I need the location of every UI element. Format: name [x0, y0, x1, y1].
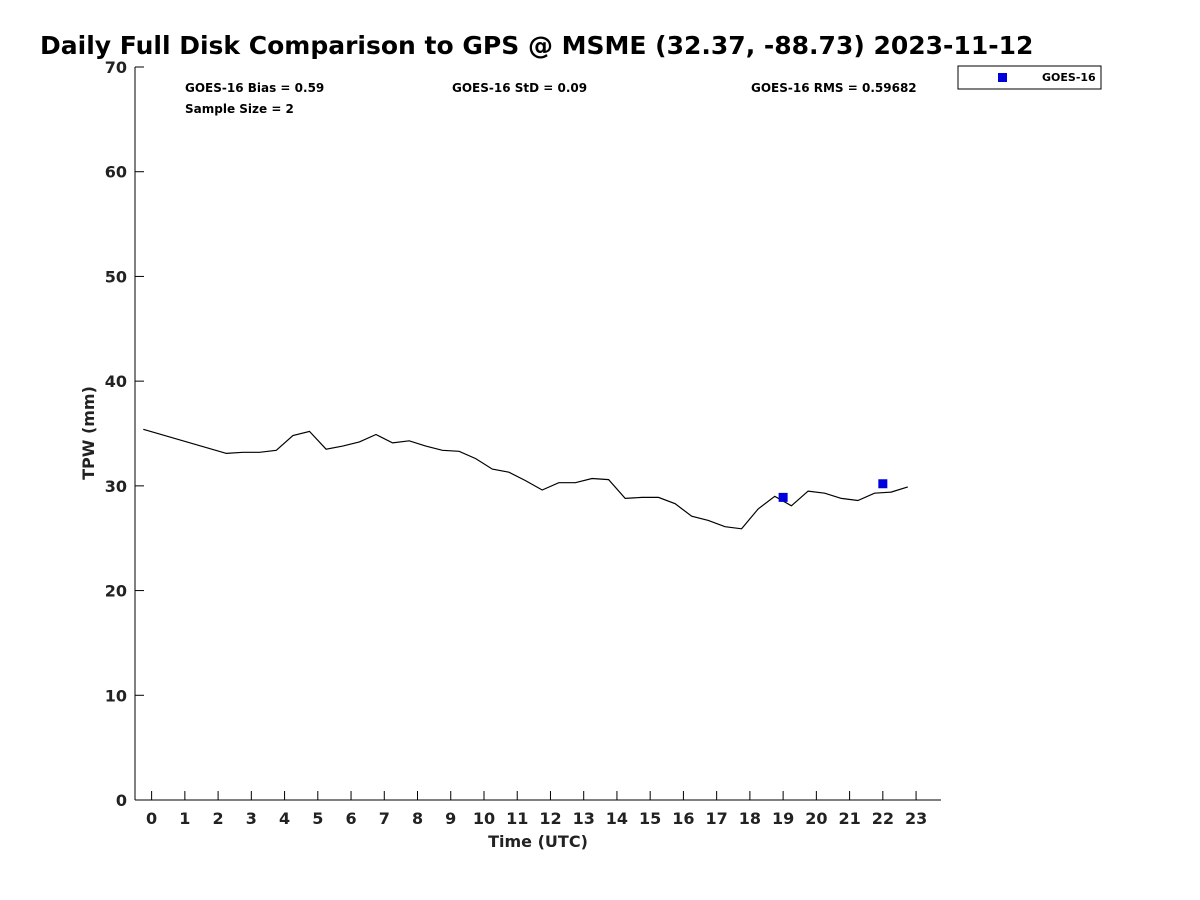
sample-size-stat: Sample Size = 2: [185, 102, 294, 116]
x-tick-label: 10: [473, 809, 495, 828]
x-tick-label: 18: [739, 809, 761, 828]
y-tick-label: 10: [105, 686, 127, 705]
legend: GOES-16: [957, 65, 1102, 90]
x-tick-label: 8: [412, 809, 423, 828]
y-tick-label: 40: [105, 372, 127, 391]
series-layer: [143, 428, 908, 530]
y-tick-label: 60: [105, 163, 127, 182]
x-tick-label: 16: [672, 809, 694, 828]
y-tick-label: 0: [116, 791, 127, 810]
x-axis-ticks: 0 1 2 3 4 5 6 7 8 9 10 11 12 13 14 15 16 17 18 19 20 21 22 23: [146, 791, 927, 828]
x-tick-label: 19: [772, 809, 794, 828]
x-tick-label: 9: [445, 809, 456, 828]
std-stat: GOES-16 StD = 0.09: [452, 81, 587, 95]
y-tick-label: 70: [105, 58, 127, 77]
x-tick-label: 4: [279, 809, 290, 828]
x-tick-label: 17: [706, 809, 728, 828]
y-tick-label: 50: [105, 267, 127, 286]
y-tick-label: 20: [105, 582, 127, 601]
goes16-point: [878, 479, 888, 489]
x-tick-label: 0: [146, 809, 157, 828]
x-tick-label: 23: [905, 809, 927, 828]
y-axis-ticks: 0 10 20 30 40 50 60 70: [105, 58, 144, 810]
x-tick-label: 6: [345, 809, 356, 828]
y-tick-label: 30: [105, 477, 127, 496]
bias-stat: GOES-16 Bias = 0.59: [185, 81, 324, 95]
x-tick-label: 22: [872, 809, 894, 828]
x-tick-label: 15: [639, 809, 661, 828]
plot-axes: [134, 67, 941, 801]
x-tick-label: 12: [539, 809, 561, 828]
goes16-point: [778, 492, 788, 502]
legend-label-goes16: GOES-16: [1042, 71, 1096, 84]
x-tick-label: 21: [838, 809, 860, 828]
x-tick-label: 2: [213, 809, 224, 828]
x-tick-label: 11: [506, 809, 528, 828]
y-axis-label: TPW (mm): [79, 386, 98, 480]
x-axis-label: Time (UTC): [488, 832, 588, 851]
x-tick-label: 20: [805, 809, 827, 828]
chart-title: Daily Full Disk Comparison to GPS @ MSME…: [40, 31, 1033, 60]
x-tick-label: 1: [179, 809, 190, 828]
x-tick-label: 7: [379, 809, 390, 828]
legend-box: [957, 65, 1102, 90]
x-tick-label: 13: [573, 809, 595, 828]
x-tick-label: 14: [606, 809, 628, 828]
gps-tpw-line: [143, 428, 908, 530]
rms-stat: GOES-16 RMS = 0.59682: [751, 81, 917, 95]
legend-marker-goes16: [998, 73, 1007, 82]
x-tick-label: 5: [312, 809, 323, 828]
x-tick-label: 3: [246, 809, 257, 828]
